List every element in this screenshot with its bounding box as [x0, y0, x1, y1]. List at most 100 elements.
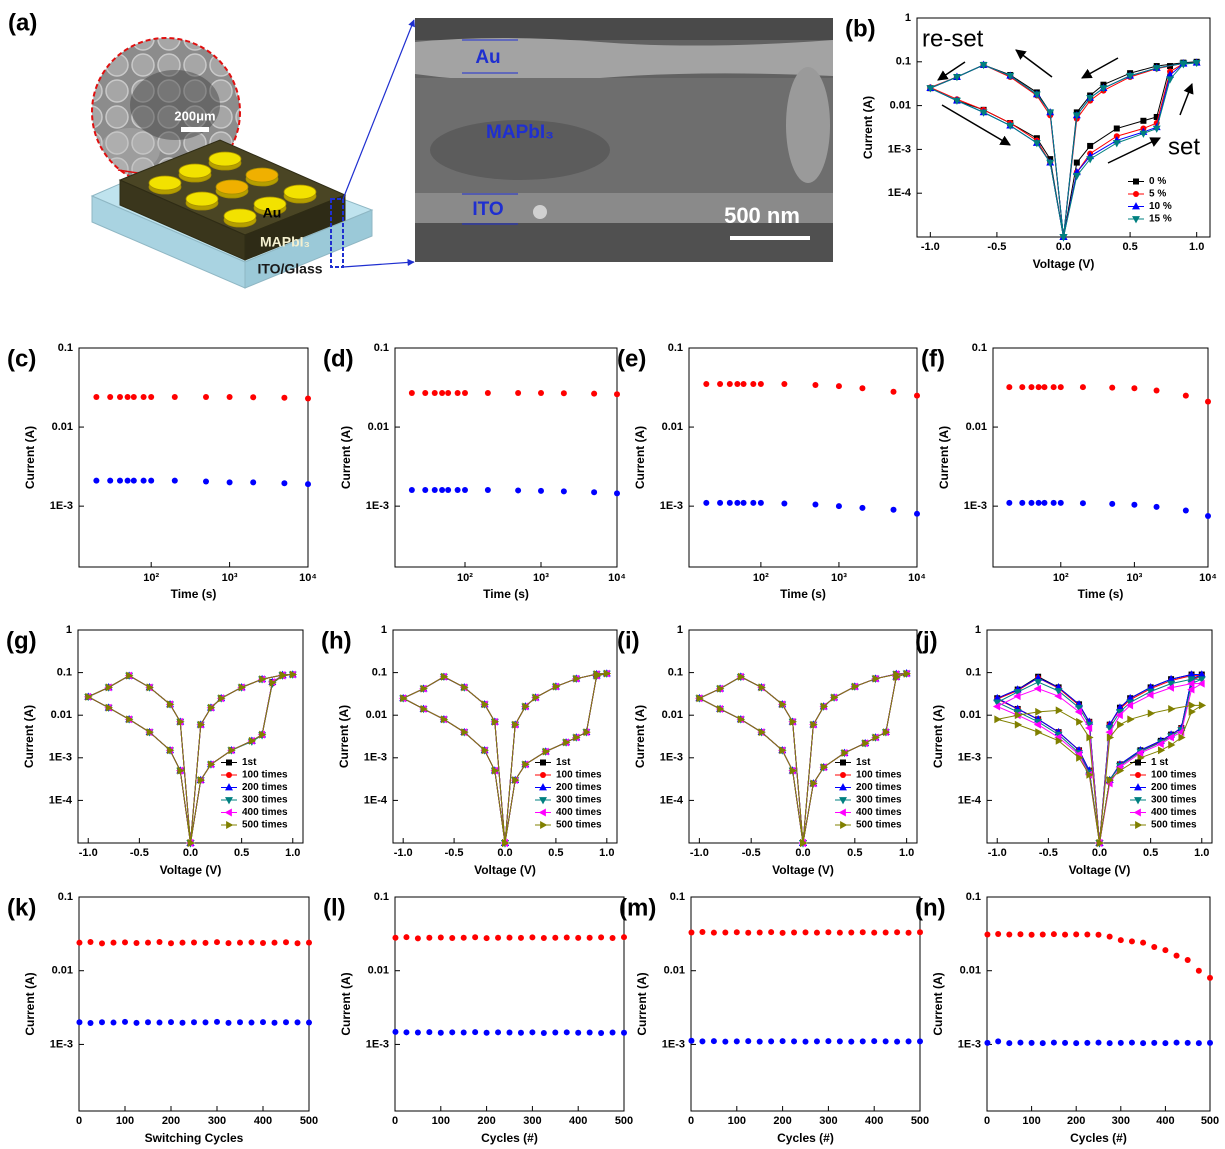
data-point	[812, 382, 818, 388]
data-point	[717, 381, 723, 387]
data-point	[260, 940, 266, 946]
y-tick-label: 0.01	[366, 709, 387, 721]
data-point	[539, 783, 547, 790]
data-point	[1132, 216, 1140, 223]
data-point	[237, 940, 243, 946]
data-point	[540, 772, 546, 778]
panel-label: (j)	[915, 627, 938, 654]
data-point	[507, 935, 513, 941]
data-point	[768, 929, 774, 935]
plot-frame	[395, 897, 624, 1111]
data-point	[917, 929, 923, 935]
y-tick-label: 0.01	[890, 100, 911, 112]
data-point	[117, 478, 123, 484]
data-point	[1006, 384, 1012, 390]
data-point	[1196, 1040, 1202, 1046]
x-tick-label: 10³	[831, 572, 847, 584]
data-point	[1040, 931, 1046, 937]
data-point	[1140, 118, 1146, 124]
y-axis-title: Current (A)	[931, 705, 945, 768]
data-point	[734, 500, 740, 506]
x-axis-title: Time (s)	[171, 587, 217, 601]
data-point	[392, 935, 398, 941]
data-point	[914, 511, 920, 517]
data-point	[515, 487, 521, 493]
x-tick-label: -0.5	[742, 847, 761, 859]
legend-label: 1st	[856, 757, 871, 768]
x-tick-label: 10²	[143, 572, 159, 584]
legend-label: 300 times	[242, 795, 288, 806]
data-point	[1135, 821, 1142, 829]
legend-label: 300 times	[556, 795, 602, 806]
data-point	[614, 490, 620, 496]
data-point	[1084, 1040, 1090, 1046]
data-point	[1131, 502, 1137, 508]
data-point	[134, 940, 140, 946]
x-tick-label: 300	[819, 1115, 837, 1127]
data-point	[191, 940, 197, 946]
data-point	[172, 478, 178, 484]
cut-line	[343, 20, 414, 199]
data-point	[741, 381, 747, 387]
data-point	[1058, 500, 1064, 506]
data-point	[703, 381, 709, 387]
data-point	[859, 385, 865, 391]
data-point	[93, 478, 99, 484]
data-point	[1174, 953, 1180, 959]
data-point	[984, 1040, 990, 1046]
y-axis-title: Current (A)	[635, 972, 649, 1035]
x-tick-label: 10³	[222, 572, 238, 584]
data-point	[1205, 399, 1211, 405]
y-tick-label: 1E-3	[888, 143, 911, 155]
data-point	[1051, 931, 1057, 937]
data-point	[745, 930, 751, 936]
data-point	[836, 383, 842, 389]
data-point	[1015, 721, 1022, 729]
x-tick-label: 10³	[533, 572, 549, 584]
data-point	[1076, 718, 1083, 726]
x-tick-label: -1.0	[79, 847, 98, 859]
data-point	[538, 488, 544, 494]
scale-bar	[181, 127, 209, 132]
data-point	[848, 929, 854, 935]
x-tick-label: -1.0	[988, 847, 1007, 859]
data-point	[1006, 931, 1012, 937]
data-point	[1133, 179, 1139, 185]
data-point	[515, 390, 521, 396]
x-tick-label: 10⁴	[908, 572, 926, 584]
data-point	[225, 797, 233, 804]
data-point	[1029, 1040, 1035, 1046]
data-point	[484, 935, 490, 941]
data-point	[711, 930, 717, 936]
data-point	[814, 930, 820, 936]
data-point	[250, 394, 256, 400]
data-point	[883, 1038, 889, 1044]
data-point	[249, 1020, 255, 1026]
data-point	[564, 1029, 570, 1035]
data-point	[839, 797, 847, 804]
x-tick-label: 0.5	[1143, 847, 1158, 859]
data-point	[1035, 728, 1042, 736]
panel-label: (m)	[619, 894, 656, 921]
x-tick-label: 100	[1022, 1115, 1040, 1127]
y-tick-label: 0.01	[51, 709, 72, 721]
data-point	[980, 110, 988, 117]
scale-label: 200μm	[174, 108, 215, 123]
data-point	[1140, 1040, 1146, 1046]
data-point	[1134, 797, 1142, 804]
x-tick-label: 500	[300, 1115, 318, 1127]
data-point	[409, 390, 415, 396]
y-tick-label: 0.1	[966, 667, 981, 679]
y-tick-label: 0.01	[960, 965, 981, 977]
data-point	[575, 1030, 581, 1036]
y-tick-label: 1E-3	[662, 1038, 685, 1050]
y-axis-title: Current (A)	[23, 972, 37, 1035]
data-point	[1151, 1040, 1157, 1046]
y-tick-label: 0.1	[972, 342, 987, 354]
legend-label: 1st	[242, 757, 257, 768]
x-tick-label: 1.0	[599, 847, 614, 859]
data-point	[1036, 384, 1042, 390]
data-point	[1154, 388, 1160, 394]
y-tick-label: 1E-4	[888, 187, 912, 199]
x-tick-label: 0	[76, 1115, 82, 1127]
